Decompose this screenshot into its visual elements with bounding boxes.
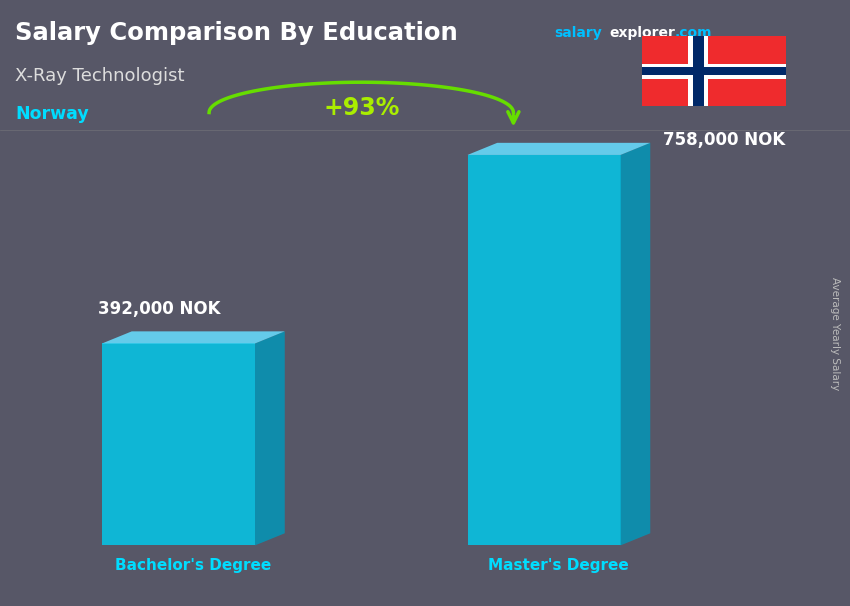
Polygon shape — [255, 331, 285, 545]
Bar — [0, 61, 850, 91]
Bar — [0, 121, 850, 152]
Bar — [0, 545, 850, 576]
Text: +93%: +93% — [323, 96, 400, 120]
Text: X-Ray Technologist: X-Ray Technologist — [15, 67, 184, 85]
Bar — [0, 485, 850, 515]
Bar — [0, 394, 850, 424]
Bar — [0, 333, 850, 364]
Text: Bachelor's Degree: Bachelor's Degree — [116, 558, 271, 573]
Bar — [0, 273, 850, 303]
Text: explorer: explorer — [609, 26, 675, 41]
Bar — [0, 576, 850, 606]
Text: Average Yearly Salary: Average Yearly Salary — [830, 277, 840, 390]
Bar — [642, 67, 786, 75]
Bar — [0, 303, 850, 333]
Polygon shape — [468, 143, 650, 155]
Bar — [0, 152, 850, 182]
Bar — [688, 36, 708, 106]
Bar — [0, 242, 850, 273]
Bar — [0, 424, 850, 454]
Text: .com: .com — [675, 26, 712, 41]
Bar — [0, 0, 850, 30]
Bar — [0, 454, 850, 485]
Text: salary: salary — [554, 26, 602, 41]
Bar — [693, 36, 704, 106]
Polygon shape — [620, 143, 650, 545]
Text: 758,000 NOK: 758,000 NOK — [663, 131, 785, 149]
Text: 392,000 NOK: 392,000 NOK — [98, 300, 220, 318]
Polygon shape — [102, 331, 285, 344]
Bar — [102, 344, 255, 545]
Bar — [0, 364, 850, 394]
Bar — [642, 36, 786, 106]
Text: Norway: Norway — [15, 105, 89, 123]
Bar — [0, 91, 850, 121]
Bar — [468, 155, 620, 545]
Bar — [0, 182, 850, 212]
Text: Master's Degree: Master's Degree — [489, 558, 629, 573]
Bar — [0, 515, 850, 545]
Bar — [642, 64, 786, 79]
Bar — [0, 212, 850, 242]
Bar — [0, 30, 850, 61]
Text: Salary Comparison By Education: Salary Comparison By Education — [15, 21, 458, 45]
